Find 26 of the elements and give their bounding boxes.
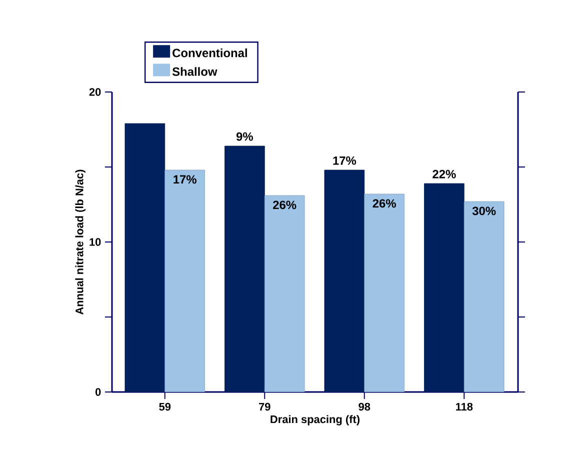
x-tick-label: 98 — [358, 402, 370, 411]
legend-label: Conventional — [172, 48, 247, 58]
bar — [264, 195, 305, 392]
x-tick-label: 59 — [159, 402, 171, 411]
y-tick-label: 10 — [90, 238, 101, 246]
bar — [124, 123, 166, 392]
annotation: 9% — [236, 132, 253, 141]
annotation: 22% — [432, 170, 456, 178]
y-axis-title: Annual nitrate load (lb N/ac) — [75, 170, 86, 314]
bar — [164, 170, 205, 392]
bar — [424, 183, 464, 392]
annotation: 17% — [333, 156, 356, 165]
legend-label: Shallow — [172, 67, 218, 76]
annotation: 17% — [174, 175, 196, 184]
bar — [224, 146, 265, 392]
bar — [364, 194, 404, 392]
x-tick-label: 118 — [456, 402, 473, 411]
bar — [464, 201, 504, 392]
x-axis-title: Drain spacing (ft) — [270, 415, 360, 426]
y-tick-label: 0 — [95, 388, 101, 396]
annotation: 26% — [273, 200, 296, 210]
x-tick-label: 79 — [259, 402, 270, 411]
y-tick-label: 20 — [89, 88, 101, 96]
bar — [324, 170, 365, 392]
annotation: 26% — [372, 199, 396, 208]
annotation: 30% — [472, 206, 496, 216]
